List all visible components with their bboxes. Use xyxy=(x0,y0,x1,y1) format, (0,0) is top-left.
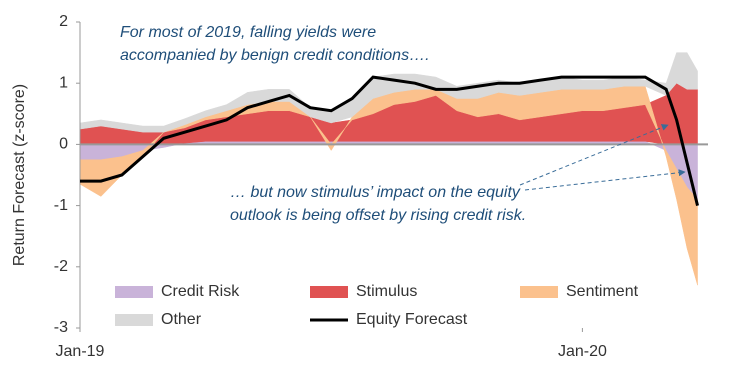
legend-label: Sentiment xyxy=(566,283,639,300)
legend-label: Credit Risk xyxy=(161,283,240,300)
arrow xyxy=(519,124,669,186)
annotation: For most of 2019, falling yields were xyxy=(120,24,376,41)
legend-swatch xyxy=(520,286,558,298)
x-tick-label: Jan-20 xyxy=(558,343,607,360)
legend-label: Equity Forecast xyxy=(356,311,468,328)
y-tick-label: 1 xyxy=(59,74,68,91)
legend-swatch xyxy=(310,286,348,298)
y-tick-label: 2 xyxy=(59,13,68,30)
y-tick-label: -1 xyxy=(54,197,68,214)
annotation: … but now stimulus’ impact on the equity xyxy=(230,184,521,201)
y-tick-label: -3 xyxy=(54,319,68,336)
legend-label: Stimulus xyxy=(356,283,417,300)
legend-label: Other xyxy=(161,311,202,328)
y-tick-label: 0 xyxy=(59,136,68,153)
line xyxy=(80,75,699,206)
x-tick-label: Jan-19 xyxy=(56,343,105,360)
legend-swatch xyxy=(115,286,153,298)
arrow xyxy=(524,169,686,191)
areas xyxy=(79,22,708,328)
y-axis-label: Return Forecast (z-score) xyxy=(11,84,28,266)
legend-swatch xyxy=(115,314,153,326)
annotation: outlook is being offset by rising credit… xyxy=(230,207,526,224)
annotation: accompanied by benign credit conditions…… xyxy=(120,47,430,64)
y-tick-label: -2 xyxy=(54,258,68,275)
area xyxy=(79,52,698,133)
